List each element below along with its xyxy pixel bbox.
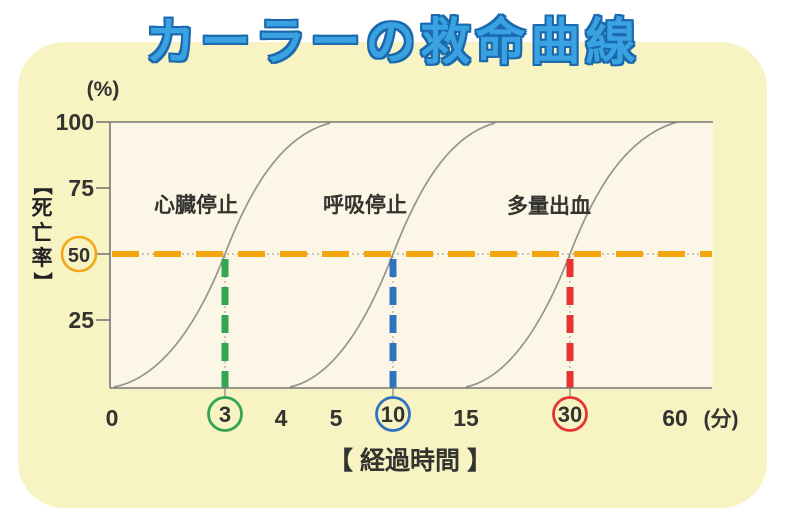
y-axis-title-char: 亡: [31, 222, 53, 246]
label-cardiac-arrest: 心臓停止: [154, 193, 238, 217]
label-respiratory-arrest: 呼吸停止: [323, 193, 407, 217]
y-tick-label-75: 75: [68, 175, 94, 201]
chart-title: カーラーの救命曲線: [145, 14, 641, 70]
y-axis-title-bracket-close: 】: [31, 272, 53, 292]
x-tick-label-30: 30: [558, 402, 582, 427]
x-tick-label-0: 0: [106, 405, 119, 431]
curve-massive-bleeding: [465, 121, 678, 388]
x-axis-title: 【 経過時間 】: [328, 446, 492, 475]
y-axis-title: 【 死 亡 率 】: [26, 176, 58, 291]
y-axis-title-char: 率: [31, 247, 53, 271]
x-tick-label-4: 4: [275, 405, 288, 431]
curve-cardiac-arrest: [113, 122, 331, 388]
y-tick-label-50: 50: [68, 245, 90, 267]
y-axis-title-bracket-open: 【: [31, 175, 53, 196]
y-axis-unit: (%): [87, 78, 120, 101]
x-tick-label-15: 15: [453, 405, 479, 431]
y-tick-label-100: 100: [56, 109, 94, 135]
x-tick-label-10: 10: [381, 402, 405, 427]
curve-respiratory-arrest: [289, 122, 496, 388]
x-tick-label-5: 5: [330, 405, 343, 431]
circle-x-10: [375, 396, 411, 432]
circle-y-50: [60, 235, 98, 273]
y-tick-label-25: 25: [68, 307, 94, 333]
x-tick-label-60: 60: [662, 405, 688, 431]
circle-x-30: [552, 396, 588, 432]
label-massive-bleeding: 多量出血: [507, 194, 591, 218]
x-axis-unit: (分): [704, 408, 739, 431]
circle-x-3: [207, 396, 243, 432]
y-axis-title-char: 死: [31, 197, 53, 220]
x-tick-label-3: 3: [219, 402, 231, 427]
